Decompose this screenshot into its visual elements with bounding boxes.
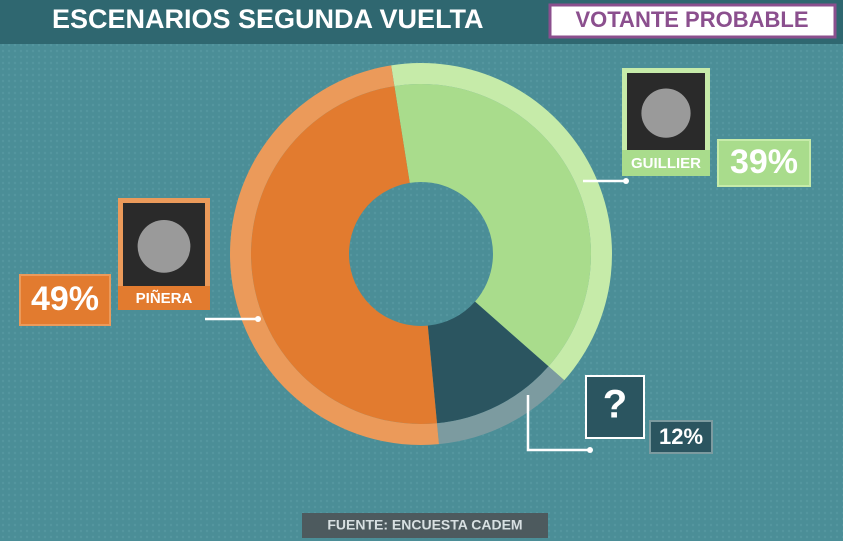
name-box [118,286,210,310]
value-label: 12% [659,424,703,449]
plot: GUILLIER 39%? 12% PIÑERA 49% [19,62,811,454]
slice [427,301,549,424]
leader-dot [255,316,261,322]
leader-line [526,395,590,452]
category-label: ? [603,383,627,427]
category-label: GUILLIER [631,155,701,172]
chart-subtitle: VOTANTE PROBABLE [575,7,808,32]
value-label: 49% [31,280,99,318]
value-box [649,420,713,454]
chart-title: ESCENARIOS SEGUNDA VUELTA [52,4,484,34]
photo-face [137,220,191,273]
unknown-box [585,375,645,439]
photo-face [641,88,691,138]
leader-dot [587,447,593,453]
slice [394,84,591,367]
source: FUENTE: ENCUESTA CADEM [327,517,522,533]
name-box [622,150,710,176]
slice-rim [391,62,613,381]
slice-rim [436,366,565,445]
value-box [717,139,811,187]
category-label: PIÑERA [136,289,193,307]
slice [250,86,437,425]
subtitle-box [548,3,837,39]
value-box [19,274,111,326]
value-label: 39% [730,143,798,181]
leader-dot [623,178,629,184]
source-box [302,513,548,538]
